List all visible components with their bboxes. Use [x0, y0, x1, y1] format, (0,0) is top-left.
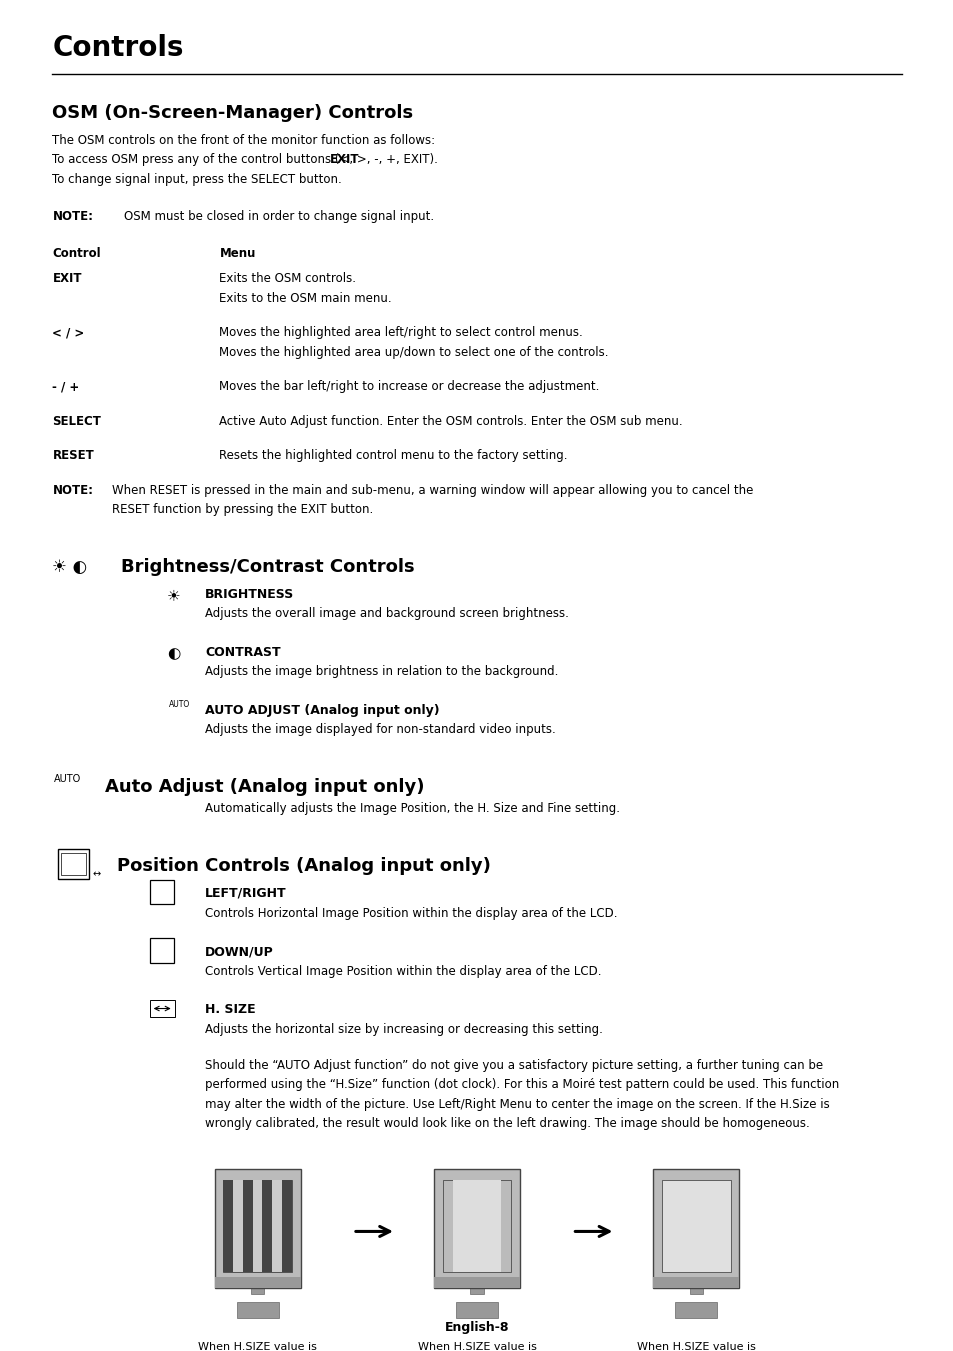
- Text: Menu: Menu: [219, 247, 255, 261]
- Text: When RESET is pressed in the main and sub-menu, a warning window will appear all: When RESET is pressed in the main and su…: [112, 484, 752, 497]
- Text: Adjusts the horizontal size by increasing or decreasing this setting.: Adjusts the horizontal size by increasin…: [205, 1023, 602, 1036]
- Text: ◐: ◐: [167, 646, 180, 661]
- Bar: [214, 1169, 300, 1288]
- Text: - / +: - / +: [52, 381, 80, 393]
- Text: To access OSM press any of the control buttons (<, >, -, +, EXIT).: To access OSM press any of the control b…: [52, 154, 437, 166]
- Bar: [689, 1269, 702, 1293]
- Text: AUTO: AUTO: [54, 774, 82, 784]
- Text: OSM must be closed in order to change signal input.: OSM must be closed in order to change si…: [124, 211, 434, 223]
- Bar: [272, 1179, 282, 1271]
- Bar: [251, 1269, 264, 1293]
- Text: Resets the highlighted control menu to the factory setting.: Resets the highlighted control menu to t…: [219, 449, 567, 462]
- Text: Controls Horizontal Image Position within the display area of the LCD.: Controls Horizontal Image Position withi…: [205, 907, 617, 920]
- Bar: [653, 1277, 739, 1288]
- Bar: [456, 1301, 497, 1317]
- Text: Controls Vertical Image Position within the display area of the LCD.: Controls Vertical Image Position within …: [205, 965, 601, 978]
- Text: DOWN/UP: DOWN/UP: [205, 944, 274, 958]
- Text: H. SIZE: H. SIZE: [205, 1002, 255, 1016]
- Text: When H.SIZE value is: When H.SIZE value is: [198, 1342, 316, 1351]
- Bar: [661, 1179, 730, 1271]
- Bar: [236, 1301, 278, 1317]
- Text: ☀: ☀: [167, 588, 180, 603]
- Text: Adjusts the overall image and background screen brightness.: Adjusts the overall image and background…: [205, 607, 568, 620]
- Text: To change signal input, press the SELECT button.: To change signal input, press the SELECT…: [52, 173, 342, 186]
- Bar: [214, 1277, 300, 1288]
- Text: EXIT: EXIT: [52, 272, 82, 285]
- Text: Exits the OSM controls.: Exits the OSM controls.: [219, 272, 356, 285]
- Text: When H.SIZE value is: When H.SIZE value is: [637, 1342, 755, 1351]
- Text: wrongly calibrated, the result would look like on the left drawing. The image sh: wrongly calibrated, the result would loo…: [205, 1117, 809, 1131]
- Bar: [150, 938, 173, 962]
- Text: EXIT: EXIT: [330, 154, 359, 166]
- Text: Brightness/Contrast Controls: Brightness/Contrast Controls: [121, 558, 415, 576]
- Text: Control: Control: [52, 247, 101, 261]
- Bar: [58, 848, 89, 878]
- Text: Moves the highlighted area up/down to select one of the controls.: Moves the highlighted area up/down to se…: [219, 346, 608, 359]
- Bar: [434, 1277, 519, 1288]
- Text: ↔: ↔: [92, 869, 101, 880]
- Text: Controls: Controls: [52, 34, 184, 62]
- Text: When H.SIZE value is: When H.SIZE value is: [417, 1342, 536, 1351]
- Bar: [223, 1179, 233, 1271]
- Text: BRIGHTNESS: BRIGHTNESS: [205, 588, 294, 601]
- Text: Should the “AUTO Adjust function” do not give you a satisfactory picture setting: Should the “AUTO Adjust function” do not…: [205, 1058, 822, 1071]
- Bar: [442, 1179, 511, 1271]
- Bar: [150, 880, 173, 904]
- Bar: [243, 1179, 253, 1271]
- Bar: [61, 852, 86, 874]
- Text: ☀ ◐: ☀ ◐: [52, 558, 88, 576]
- Text: Active Auto Adjust function. Enter the OSM controls. Enter the OSM sub menu.: Active Auto Adjust function. Enter the O…: [219, 415, 682, 428]
- Text: CONTRAST: CONTRAST: [205, 646, 280, 659]
- Bar: [470, 1269, 483, 1293]
- Text: LEFT/RIGHT: LEFT/RIGHT: [205, 886, 287, 900]
- Text: AUTO ADJUST (Analog input only): AUTO ADJUST (Analog input only): [205, 704, 439, 717]
- Bar: [253, 1179, 262, 1271]
- Text: The OSM controls on the front of the monitor function as follows:: The OSM controls on the front of the mon…: [52, 134, 436, 147]
- Text: Exits to the OSM main menu.: Exits to the OSM main menu.: [219, 292, 392, 305]
- Text: Adjusts the image displayed for non-standard video inputs.: Adjusts the image displayed for non-stan…: [205, 723, 556, 736]
- Text: OSM (On-Screen-Manager) Controls: OSM (On-Screen-Manager) Controls: [52, 104, 414, 122]
- Text: may alter the width of the picture. Use Left/Right Menu to center the image on t: may alter the width of the picture. Use …: [205, 1097, 829, 1111]
- Bar: [434, 1169, 519, 1288]
- Bar: [223, 1179, 292, 1271]
- Text: RESET: RESET: [52, 449, 94, 462]
- Text: Moves the highlighted area left/right to select control menus.: Moves the highlighted area left/right to…: [219, 327, 582, 339]
- Text: English-8: English-8: [444, 1321, 509, 1335]
- Bar: [653, 1169, 739, 1288]
- Bar: [282, 1179, 292, 1271]
- Text: Auto Adjust (Analog input only): Auto Adjust (Analog input only): [105, 778, 424, 796]
- Bar: [675, 1301, 717, 1317]
- Text: AUTO: AUTO: [169, 700, 190, 709]
- Text: < / >: < / >: [52, 327, 85, 339]
- Text: Moves the bar left/right to increase or decrease the adjustment.: Moves the bar left/right to increase or …: [219, 381, 599, 393]
- Bar: [453, 1179, 500, 1271]
- Text: Position Controls (Analog input only): Position Controls (Analog input only): [117, 857, 491, 875]
- Text: performed using the “H.Size” function (dot clock). For this a Moiré test pattern: performed using the “H.Size” function (d…: [205, 1078, 839, 1092]
- Text: Adjusts the image brightness in relation to the background.: Adjusts the image brightness in relation…: [205, 665, 558, 678]
- Text: NOTE:: NOTE:: [52, 484, 93, 497]
- Bar: [233, 1179, 243, 1271]
- Text: NOTE:: NOTE:: [52, 211, 93, 223]
- Text: SELECT: SELECT: [52, 415, 101, 428]
- Text: Automatically adjusts the Image Position, the H. Size and Fine setting.: Automatically adjusts the Image Position…: [205, 802, 619, 816]
- Bar: [262, 1179, 272, 1271]
- Bar: [150, 1000, 174, 1016]
- Text: RESET function by pressing the EXIT button.: RESET function by pressing the EXIT butt…: [112, 503, 373, 516]
